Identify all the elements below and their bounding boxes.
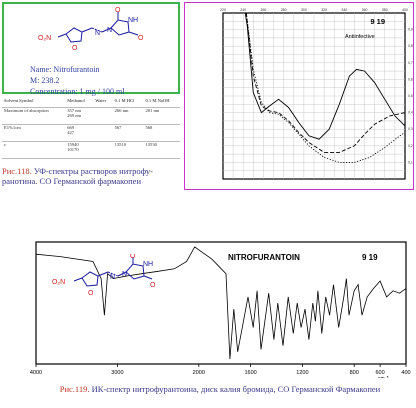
series-line	[244, 12, 406, 140]
y-tick-label: 0,1	[408, 160, 413, 164]
table-cell	[93, 124, 113, 142]
nitrofurantoin-structure-top: O₂N O N N O NH O	[38, 7, 144, 52]
ir-caption-text: ИК-спектр нитрофурантоина, диск калия бр…	[89, 384, 381, 394]
x-tick-label: 380	[382, 8, 388, 12]
ir-caption-number: Рис.119.	[59, 384, 90, 394]
series-line	[245, 12, 406, 163]
series-line	[35, 246, 407, 360]
table-cell	[93, 141, 113, 159]
y-tick-label: 0,7	[408, 61, 413, 65]
uv-table: Solvent Symbol Methanol Water 0.1 M HCl …	[2, 98, 180, 159]
compound-name: Name: Nitrofurantoin	[30, 65, 100, 74]
concentration: Concentration: 1 mg / 100 ml	[30, 87, 125, 96]
series-line	[245, 12, 406, 153]
atom-n2-ir: N	[122, 271, 127, 278]
x-tick-label: 800	[350, 370, 359, 376]
uv-caption-text: УФ-спектры растворов нитрофу-ранотина. С…	[2, 166, 153, 186]
y-tick-label: 0,2	[408, 144, 413, 148]
table-header: Methanol	[65, 98, 94, 108]
no2-group-ir: O₂N	[52, 279, 65, 286]
table-cell: E1%1cm	[2, 124, 66, 142]
table-cell: 266 nm	[112, 107, 144, 125]
table-row: E1%1cm 669 427 567 568	[2, 124, 180, 142]
x-tick-label: 2000	[193, 370, 205, 376]
table-cell: 13530	[143, 141, 180, 159]
table-cell: ε	[2, 141, 66, 159]
x-tick-label: 400	[401, 370, 410, 376]
y-tick-label: 0,9	[408, 28, 413, 32]
x-tick-label: 220	[220, 8, 226, 12]
x-tick-label: 240	[240, 8, 246, 12]
x-tick-label: 360	[362, 8, 368, 12]
table-cell: 13510	[112, 141, 144, 159]
uv-caption: Рис.118. УФ-спектры растворов нитрофу-ра…	[2, 166, 182, 186]
y-tick-label: 0,4	[408, 111, 413, 115]
x-tick-label: 280	[281, 8, 287, 12]
atom-o-right-ir: O	[150, 282, 156, 289]
x-tick-label: 340	[341, 8, 347, 12]
table-cell: 568	[143, 124, 180, 142]
table-cell: 567	[112, 124, 144, 142]
x-tick-label: 300	[301, 8, 307, 12]
atom-o-top: O	[115, 7, 121, 14]
atom-o-top-ir: O	[130, 254, 136, 260]
x-tick-label: 1600	[244, 370, 256, 376]
chart-title: NITROFURANTOIN	[228, 253, 300, 262]
chart-badge: 9 19	[362, 253, 378, 262]
x-tick-label: 4000	[30, 370, 42, 376]
uv-spectrum-chart: 220 240 260 280 300 320 340 360 380 400 0,9 0,8 0,7 0…	[220, 8, 413, 180]
x-tick-label: 3000	[111, 370, 123, 376]
table-cell: Maximum of absorption	[2, 107, 66, 125]
y-tick-label: 0,5	[408, 94, 413, 98]
plot-area	[35, 241, 407, 365]
table-header: Water	[93, 98, 113, 108]
table-cell: 357 nm 269 nm	[65, 107, 94, 125]
table-row: Maximum of absorption 357 nm 269 nm 266 …	[2, 107, 180, 125]
y-tick-label: 0,8	[408, 44, 413, 48]
chart-title: Antiinfective	[345, 34, 375, 40]
molecular-mass: M: 238.2	[30, 76, 60, 85]
atom-n2: N	[107, 27, 112, 34]
atom-o-right: O	[138, 35, 144, 42]
x-tick-label: 320	[321, 8, 327, 12]
chart-badge: 9 19	[370, 17, 385, 26]
atom-nh: NH	[128, 17, 138, 24]
table-header: 0.1 M NaOH	[143, 98, 180, 108]
y-tick-label: 0,6	[408, 77, 413, 81]
atom-n1: N	[95, 30, 100, 37]
structure-info-box: O₂N O N N O NH O Name: Nitrofurantoin M:…	[2, 2, 180, 96]
ir-caption: Рис.119. ИК-спектр нитрофурантоина, диск…	[40, 384, 400, 394]
table-header: Solvent Symbol	[2, 98, 66, 108]
table-cell	[93, 107, 113, 125]
table-cell: 669 427	[65, 124, 94, 142]
uv-spectrum-frame: 220 240 260 280 300 320 340 360 380 400 0,9 0,8 0,7 0…	[184, 2, 414, 190]
atom-n-ir: N	[110, 274, 115, 281]
furan-oxygen-ir: O	[88, 290, 94, 297]
table-header: 0.1 M HCl	[112, 98, 144, 108]
x-tick-label: 600	[376, 370, 385, 376]
x-tick-label: 260	[261, 8, 267, 12]
nitrofurantoin-structure-ir: O₂N O N N O NH O	[52, 254, 156, 297]
y-tick-label: 0,3	[408, 127, 413, 131]
x-tick-label: 400	[402, 8, 408, 12]
ir-spectrum-chart: 4000 3000 2000 1600 1200 800 600 400 cm-1 NITROFU…	[30, 241, 411, 378]
table-row: ε 15940 10170 13510 13530	[2, 141, 180, 159]
uv-caption-number: Рис.118.	[2, 166, 32, 176]
x-unit-label: cm-1	[378, 376, 389, 378]
table-cell: 15940 10170	[65, 141, 94, 159]
furan-oxygen: O	[72, 45, 78, 52]
x-tick-label: 1200	[296, 370, 308, 376]
no2-group: O₂N	[38, 35, 51, 42]
atom-nh-ir: NH	[143, 261, 153, 268]
table-cell: 281 nm	[143, 107, 180, 125]
